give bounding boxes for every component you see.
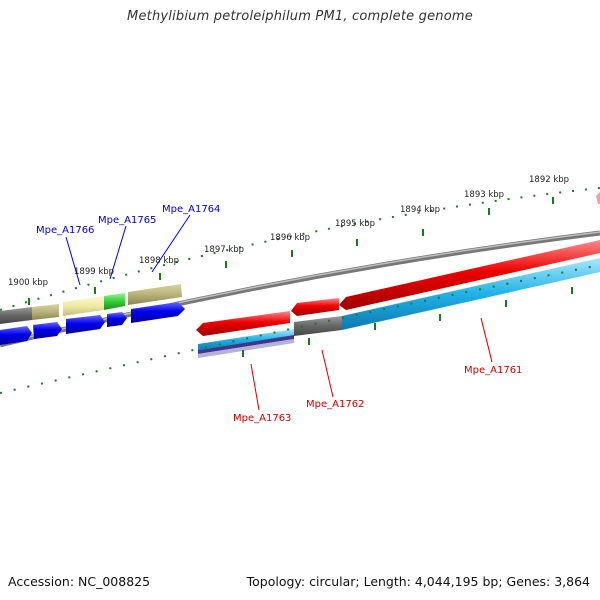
accession-label: Accession: NC_008825 <box>8 574 151 589</box>
feature-lavender-strip[interactable] <box>198 339 294 358</box>
callout-line-a1762 <box>321 349 334 398</box>
callout-line-a1763 <box>250 363 260 411</box>
callout-lines <box>65 214 493 411</box>
gene-mpe-a1765-green[interactable] <box>104 293 125 310</box>
callout-line-a1765 <box>109 225 127 280</box>
gene-label-a1765: Mpe_A1765 <box>98 215 156 226</box>
gene-label-a1762: Mpe_A1762 <box>306 399 364 410</box>
gene-mpe-a1766-pale[interactable] <box>63 296 104 316</box>
gene-mpe-a1762-red[interactable] <box>291 298 339 316</box>
gene-label-a1766: Mpe_A1766 <box>36 225 94 236</box>
gene-label-a1763: Mpe_A1763 <box>233 413 291 424</box>
callout-line-a1766 <box>65 236 81 286</box>
tick-label-1899: 1899 kbp <box>74 267 114 277</box>
callout-line-a1761 <box>480 317 493 363</box>
callout-line-a1764 <box>151 214 191 273</box>
forward-strand-row <box>0 284 182 324</box>
feature-navy-strip[interactable] <box>198 335 294 354</box>
reverse-red-genes <box>196 240 600 336</box>
gene-mpe-a1767-grey[interactable] <box>0 307 32 324</box>
forward-blue-genes <box>0 302 185 345</box>
gene-mpe-a1763-red[interactable] <box>196 311 290 336</box>
gene-blue-2[interactable] <box>33 322 62 339</box>
inner-major-ticks <box>242 287 573 357</box>
gene-blue-1[interactable] <box>0 326 32 345</box>
feature-cyan-small[interactable] <box>198 329 294 350</box>
gene-label-a1764: Mpe_A1764 <box>162 204 220 215</box>
tick-label-1894: 1894 kbp <box>400 205 440 215</box>
gene-blue-4[interactable] <box>107 312 127 327</box>
gene-labels: Mpe_A1766 Mpe_A1765 Mpe_A1764 Mpe_A1763 … <box>36 204 522 424</box>
gene-label-a1761: Mpe_A1761 <box>464 365 522 376</box>
map-title: Methylibium petroleiphilum PM1, complete… <box>127 9 473 24</box>
feature-cyan-long[interactable] <box>342 258 600 330</box>
gene-edge-fragment[interactable] <box>596 192 600 204</box>
tick-label-1897: 1897 kbp <box>204 245 244 255</box>
topology-label: Topology: circular; Length: 4,044,195 bp… <box>246 574 590 589</box>
tick-label-1893: 1893 kbp <box>464 190 504 200</box>
lower-feature-row <box>198 258 600 358</box>
tick-label-1900: 1900 kbp <box>8 278 48 288</box>
outer-major-ticks <box>28 197 554 305</box>
gene-mpe-a1766-olive[interactable] <box>32 304 59 320</box>
gene-mpe-a1764-olive[interactable] <box>128 284 182 305</box>
tick-label-1896: 1896 kbp <box>270 233 310 243</box>
tick-label-1895: 1895 kbp <box>335 219 375 229</box>
gene-blue-3[interactable] <box>66 315 105 334</box>
gene-blue-5[interactable] <box>131 302 185 323</box>
gene-mpe-a1761-red[interactable] <box>339 240 600 310</box>
tick-label-1892: 1892 kbp <box>529 175 569 185</box>
